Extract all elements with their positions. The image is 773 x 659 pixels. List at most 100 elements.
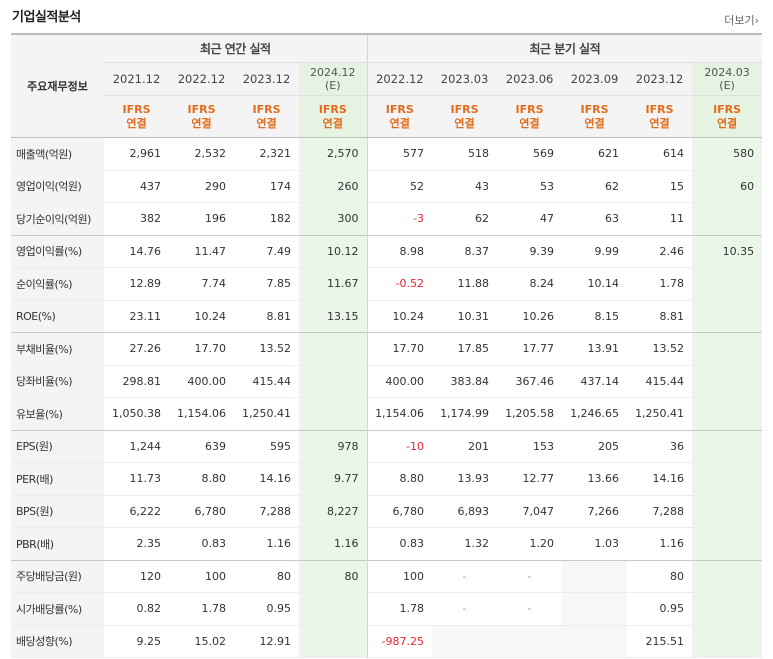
value-cell: 290	[205, 179, 226, 193]
table-row: 부채비율(%) 27.26 17.70 13.52 17.70 17.85 17.77 13.…	[11, 332, 763, 365]
value-cell: 53	[540, 179, 555, 193]
row-label: 영업이익(억원)	[11, 170, 104, 203]
value-cell: 518	[468, 147, 490, 161]
value-cell: 13.15	[299, 300, 368, 333]
value-cell	[299, 365, 368, 398]
annual-period-header: 2023.12	[234, 62, 299, 96]
row-label: 매출액(억원)	[11, 137, 104, 170]
value-cell: 13.52	[234, 332, 299, 365]
value-cell: 80	[299, 559, 368, 593]
value-cell: 2.35	[136, 537, 162, 551]
value-cell	[692, 462, 763, 495]
ifrs-consolidated-header: IFRS 연결	[692, 95, 763, 138]
value-cell: 8.80	[201, 472, 227, 486]
value-cell	[299, 397, 368, 430]
value-cell	[692, 592, 763, 625]
consolidated-label: 연결	[519, 116, 540, 130]
value-cell: 6,222	[129, 504, 162, 518]
value-cell: 6,893	[457, 504, 490, 518]
value-cell: 2,532	[194, 147, 227, 161]
value-cell	[562, 592, 628, 625]
row-label: 시가배당률(%)	[11, 592, 104, 625]
value-cell: 7.85	[266, 277, 292, 291]
value-cell: -	[527, 602, 532, 616]
value-cell: 2,570	[299, 137, 368, 170]
value-cell: 260	[299, 170, 368, 203]
value-cell: 11.88	[457, 277, 490, 291]
value-cell	[692, 495, 763, 528]
ifrs-label: IFRS	[713, 102, 742, 116]
table-row: 매출액(억원) 2,961 2,532 2,321 2,570 577 518 569 621 6…	[11, 137, 763, 170]
period-label: 2022.12	[376, 72, 424, 86]
table-row: PBR(배) 2.35 0.83 1.16 1.16 0.83 1.32 1.20 1.03 1.…	[11, 527, 763, 560]
ifrs-label: IFRS	[187, 102, 216, 116]
value-cell: 15.02	[194, 634, 227, 648]
value-cell: 1,250.41	[242, 407, 291, 421]
value-cell: -	[432, 559, 498, 593]
value-cell: 100	[366, 559, 433, 593]
consolidated-label: 연결	[389, 116, 410, 130]
value-cell	[432, 625, 498, 658]
value-cell: 11	[670, 212, 685, 226]
value-cell: 47	[540, 212, 555, 226]
row-label: PBR(배)	[11, 527, 104, 560]
more-link[interactable]: 더보기›	[724, 12, 759, 28]
value-cell: 437.14	[580, 374, 620, 388]
value-cell: 205	[562, 429, 628, 463]
value-cell: 7.74	[201, 277, 227, 291]
row-header-label: 주요재무정보	[11, 33, 104, 138]
value-cell: 1,174.99	[440, 407, 490, 421]
value-cell: 12.91	[259, 634, 292, 648]
value-cell: 8.81	[659, 309, 685, 323]
table-row: 당기순이익(억원) 382 196 182 300 -3 62 47 63 11	[11, 202, 763, 235]
row-label: BPS(원)	[11, 495, 104, 528]
value-cell: 9.39	[497, 234, 563, 268]
value-cell: 13.52	[627, 332, 693, 365]
value-cell: 12.77	[522, 472, 555, 486]
value-cell	[692, 202, 763, 235]
quarter-period-header: 2022.12	[366, 62, 433, 96]
value-cell: 100	[169, 559, 234, 593]
ifrs-consolidated-header: IFRS 연결	[169, 95, 234, 138]
value-cell: 1,244	[104, 429, 169, 463]
value-cell: -3	[366, 202, 433, 235]
value-cell: 8,227	[299, 495, 368, 528]
value-cell: 10.26	[522, 309, 555, 323]
period-label: 2024.03	[704, 66, 750, 79]
value-cell: 1.32	[464, 537, 490, 551]
value-cell: 8.81	[266, 309, 292, 323]
value-cell: 13.93	[457, 472, 490, 486]
value-cell: 17.77	[497, 332, 563, 365]
value-cell: 298.81	[122, 374, 162, 388]
value-cell: 8.80	[366, 462, 433, 495]
value-cell: 8.15	[594, 309, 620, 323]
annual-period-header: 2022.12	[169, 62, 234, 96]
period-label: 2024.12	[310, 66, 356, 79]
value-cell: 1,154.06	[177, 407, 226, 421]
table-row: 유보율(%) 1,050.38 1,154.06 1,250.41 1,154.06 1,…	[11, 397, 763, 430]
value-cell	[299, 332, 368, 365]
value-cell: 10.24	[194, 309, 227, 323]
value-cell: 9.77	[299, 462, 368, 495]
value-cell: 7.49	[234, 234, 299, 268]
value-cell: 7,047	[522, 504, 555, 518]
value-cell: 614	[663, 147, 685, 161]
value-cell: 6,780	[194, 504, 227, 518]
financial-table: 주요재무정보 최근 연간 실적 최근 분기 실적 2021.12 2022.12 2…	[11, 33, 763, 658]
row-label: 부채비율(%)	[11, 332, 104, 365]
row-label: 순이익률(%)	[11, 267, 104, 300]
value-cell: 11.47	[169, 234, 234, 268]
value-cell: 2,321	[259, 147, 292, 161]
value-cell	[692, 267, 763, 300]
value-cell: 10.35	[692, 234, 763, 268]
value-cell: 1.16	[266, 537, 292, 551]
ifrs-label: IFRS	[385, 102, 414, 116]
value-cell: 7,266	[587, 504, 620, 518]
value-cell: 63	[605, 212, 620, 226]
value-cell	[692, 559, 763, 593]
value-cell	[692, 365, 763, 398]
period-label: 2023.12	[635, 72, 684, 86]
more-label: 더보기	[724, 14, 755, 27]
value-cell: 415.44	[645, 374, 685, 388]
value-cell: 23.11	[129, 309, 162, 323]
